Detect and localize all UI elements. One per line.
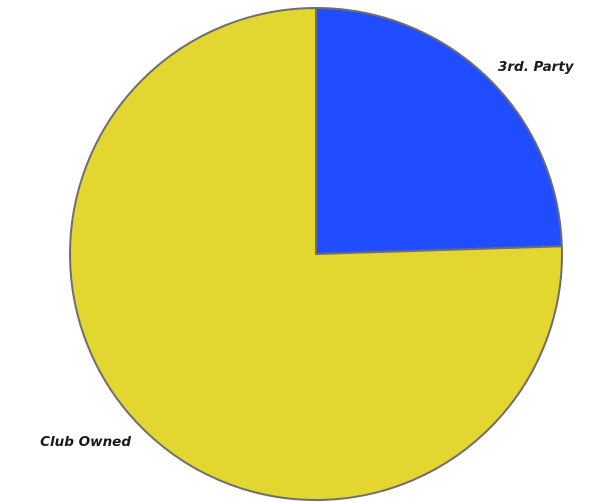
pie-slices	[69, 7, 563, 501]
slice-label-3rd-party: 3rd. Party	[498, 59, 575, 75]
slice-label-club-owned: Club Owned	[40, 434, 131, 450]
pie-labels: 3rd. Party Club Owned	[40, 59, 575, 450]
pie-slice-club-owned	[69, 7, 563, 501]
pie-slice-3rd-party	[315, 7, 563, 255]
